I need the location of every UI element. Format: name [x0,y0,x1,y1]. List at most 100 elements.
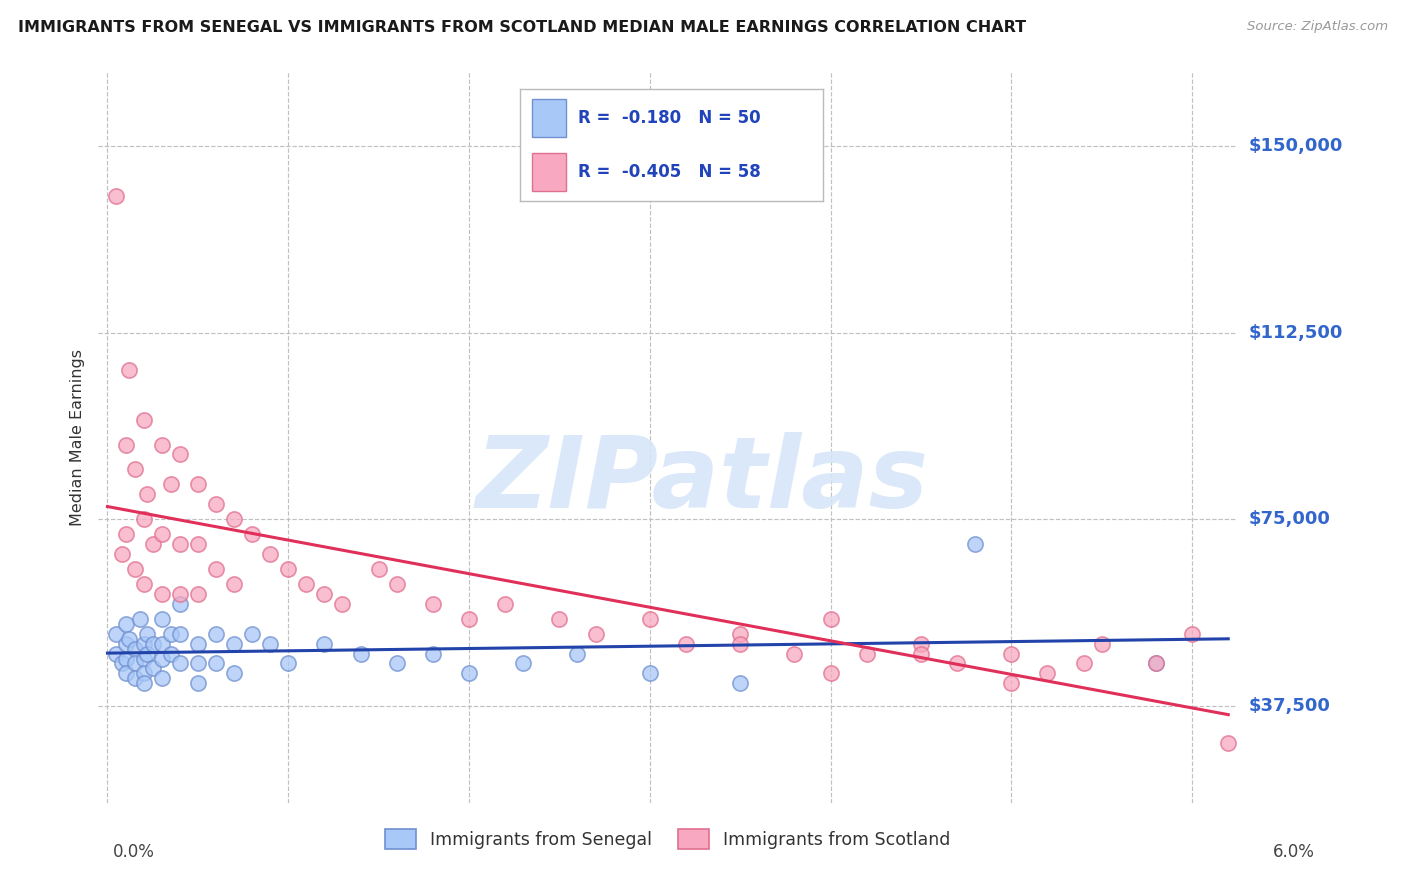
Point [169,597,191,611]
Point [132,412,155,426]
Point [150,587,173,601]
Point [367,562,389,576]
Point [114,636,136,650]
Point [855,647,877,661]
Point [150,672,173,686]
Point [187,537,209,551]
Point [159,647,181,661]
Text: 0.0%: 0.0% [112,843,155,861]
Point [422,597,444,611]
Point [675,636,697,650]
Point [169,587,191,601]
Text: $150,000: $150,000 [1249,137,1343,155]
Text: $37,500: $37,500 [1249,697,1330,714]
Point [187,587,209,601]
Point [187,636,209,650]
Point [114,527,136,541]
Text: R =  -0.180   N = 50: R = -0.180 N = 50 [578,109,761,128]
Point [820,666,842,681]
Point [1218,736,1240,750]
Y-axis label: Median Male Earnings: Median Male Earnings [69,349,84,525]
Point [111,547,134,561]
Point [458,612,481,626]
Point [124,641,146,656]
Point [458,666,481,681]
Legend: Immigrants from Senegal, Immigrants from Scotland: Immigrants from Senegal, Immigrants from… [378,822,957,856]
Text: IMMIGRANTS FROM SENEGAL VS IMMIGRANTS FROM SCOTLAND MEDIAN MALE EARNINGS CORRELA: IMMIGRANTS FROM SENEGAL VS IMMIGRANTS FR… [18,20,1026,35]
Point [150,612,173,626]
Point [124,657,146,671]
Point [965,537,987,551]
Point [205,626,228,640]
Point [132,666,155,681]
Point [111,657,134,671]
Point [142,537,165,551]
Bar [533,99,565,137]
Point [222,512,245,526]
Point [132,577,155,591]
Point [512,657,534,671]
Point [1144,657,1167,671]
Point [1000,647,1022,661]
Point [150,437,173,451]
Text: $112,500: $112,500 [1249,324,1343,342]
Text: R =  -0.405   N = 58: R = -0.405 N = 58 [578,162,761,181]
Point [422,647,444,661]
Point [142,661,165,675]
Point [169,448,191,462]
Point [124,562,146,576]
Text: Source: ZipAtlas.com: Source: ZipAtlas.com [1247,20,1388,33]
Point [277,562,299,576]
Point [187,477,209,491]
Point [132,512,155,526]
Text: ZIPatlas: ZIPatlas [475,433,928,530]
Point [169,537,191,551]
Point [240,626,263,640]
Point [136,647,159,661]
Point [222,636,245,650]
Point [1073,657,1095,671]
Point [187,676,209,690]
Point [150,527,173,541]
Point [494,597,516,611]
Point [132,636,155,650]
Point [259,636,281,650]
Point [105,188,128,202]
Point [136,487,159,501]
Point [783,647,806,661]
Point [910,636,932,650]
Point [150,651,173,665]
Point [205,497,228,511]
Text: 6.0%: 6.0% [1272,843,1315,861]
Point [129,612,152,626]
Point [169,626,191,640]
Point [105,626,128,640]
Point [314,636,336,650]
Point [1181,626,1204,640]
Point [205,657,228,671]
Point [385,657,408,671]
Point [728,676,751,690]
Point [150,636,173,650]
Point [277,657,299,671]
Point [638,666,661,681]
Point [142,636,165,650]
Point [132,676,155,690]
Bar [533,153,565,191]
Point [728,626,751,640]
Point [1000,676,1022,690]
Point [332,597,354,611]
Point [114,437,136,451]
Point [946,657,969,671]
Point [1144,657,1167,671]
Point [1036,666,1059,681]
Point [159,477,181,491]
Point [728,636,751,650]
Point [910,647,932,661]
Point [114,651,136,665]
Point [169,657,191,671]
Point [585,626,607,640]
Point [187,657,209,671]
Point [349,647,371,661]
Point [222,666,245,681]
